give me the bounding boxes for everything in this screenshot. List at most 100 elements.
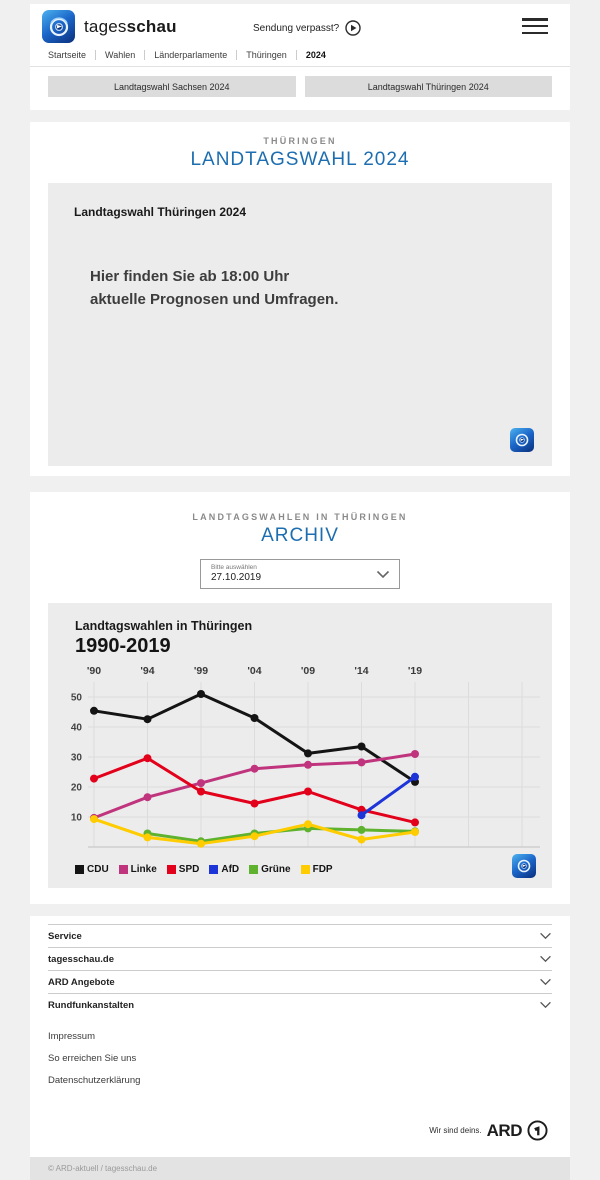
chart-subtitle: 1990-2019 — [75, 635, 171, 657]
svg-text:50: 50 — [71, 693, 83, 704]
ard-claim: Wir sind deins. — [429, 1126, 482, 1135]
legend-item-FDP: FDP — [300, 864, 333, 875]
election-card-kicker: THÜRINGEN — [263, 136, 337, 146]
data-point-Linke — [411, 750, 419, 758]
data-point-SPD — [197, 787, 205, 796]
svg-text:10: 10 — [71, 813, 83, 824]
brand-light: tages — [84, 17, 127, 36]
legend-item-AfD: AfD — [209, 864, 239, 875]
chevron-down-icon[interactable] — [539, 955, 552, 963]
play-circle-icon[interactable] — [345, 20, 361, 36]
footer-accordion-tagesschau-de[interactable]: tagesschau.de — [48, 947, 552, 970]
impressum-link[interactable]: Impressum — [48, 1031, 95, 1042]
brand-wordmark[interactable]: tagesschau — [84, 17, 177, 37]
archive-chart-box: Landtagswahlen in Thüringen 1990-2019 10… — [48, 603, 552, 888]
data-point-FDP — [411, 828, 419, 836]
series-line-AfD — [360, 775, 417, 817]
accordion-label: ARD Angebote — [48, 976, 115, 988]
select-value: 27.10.2019 — [211, 572, 262, 583]
legend-item-CDU: CDU — [75, 864, 109, 875]
svg-text:'90: '90 — [87, 665, 101, 677]
archive-card: LANDTAGSWAHLEN IN THÜRINGEN ARCHIV Bitte… — [30, 492, 570, 904]
legend-label: FDP — [312, 864, 333, 875]
archive-date-select[interactable]: Bitte auswählen 27.10.2019 — [200, 559, 400, 589]
legend-swatch — [249, 865, 259, 874]
data-point-SPD — [143, 754, 152, 763]
chart-title: Landtagswahlen in Thüringen — [75, 619, 253, 633]
footer-accordion-service[interactable]: Service — [48, 924, 552, 947]
tagesschau-corner-logo-icon — [512, 854, 536, 878]
legend-label: AfD — [221, 864, 240, 875]
breadcrumb-thueringen[interactable]: Thüringen — [236, 50, 296, 60]
svg-text:40: 40 — [71, 723, 83, 734]
copyright-bar: © ARD-aktuell / tagesschau.de — [30, 1157, 570, 1180]
legend-swatch — [209, 865, 219, 874]
site-header: tagesschau Sendung verpasst? Startseite … — [30, 4, 570, 110]
data-point-AfD — [357, 811, 366, 820]
chevron-down-icon[interactable] — [376, 570, 390, 579]
kontakt-link[interactable]: So erreichen Sie uns — [48, 1053, 137, 1064]
svg-text:'94: '94 — [140, 665, 154, 677]
data-point-CDU — [357, 742, 366, 751]
legend-label: Grüne — [261, 864, 291, 875]
footer-accordion-rundfunkanstalten[interactable]: Rundfunkanstalten — [48, 993, 552, 1016]
sachsen-2024-button[interactable]: Landtagswahl Sachsen 2024 — [48, 76, 296, 97]
data-point-Grüne — [357, 825, 366, 834]
data-point-FDP — [90, 815, 98, 824]
ard-brand-row: Wir sind deins. ARD — [48, 1120, 552, 1141]
ard-circle-one-icon — [527, 1120, 548, 1141]
breadcrumb-laenderparlamente[interactable]: Länderparlamente — [144, 50, 236, 60]
archive-chart-svg: 10 20 30 40 50 '90 '94 '99 '04 '09 '14 '19 — [71, 665, 540, 848]
datenschutz-link[interactable]: Datenschutzerklärung — [48, 1075, 141, 1086]
svg-text:30: 30 — [71, 753, 83, 764]
accordion-label: Rundfunkanstalten — [48, 999, 135, 1011]
tagesschau-logo-icon[interactable] — [42, 10, 75, 43]
data-point-FDP — [357, 835, 366, 844]
legend-item-SPD: SPD — [166, 864, 199, 875]
svg-text:'14: '14 — [354, 665, 368, 677]
missed-show-label: Sendung verpasst? — [253, 22, 340, 34]
copyright-text: © ARD-aktuell / tagesschau.de — [48, 1164, 158, 1173]
globe-icon — [49, 16, 68, 36]
globe-icon — [515, 433, 529, 447]
quick-links-row: Landtagswahl Sachsen 2024 Landtagswahl T… — [30, 67, 570, 110]
election-teaser-box: Landtagswahl Thüringen 2024 Hier finden … — [48, 183, 552, 466]
data-point-FDP — [143, 833, 152, 842]
legend-swatch — [75, 865, 84, 874]
svg-text:'09: '09 — [301, 665, 315, 677]
data-point-FDP — [250, 832, 259, 841]
chevron-down-icon[interactable] — [539, 978, 552, 986]
accordion-label: tagesschau.de — [48, 953, 114, 965]
breadcrumb-wahlen[interactable]: Wahlen — [95, 50, 144, 60]
footer-links: Impressum So erreichen Sie uns Datenschu… — [48, 1026, 552, 1092]
ard-wordmark: ARD — [486, 1120, 523, 1140]
chevron-down-icon[interactable] — [539, 1001, 552, 1009]
election-2024-card: THÜRINGEN LANDTAGSWAHL 2024 Landtagswahl… — [30, 122, 570, 476]
svg-text:'99: '99 — [194, 665, 208, 677]
missed-show-link[interactable]: Sendung verpasst? — [253, 20, 361, 36]
archive-card-kicker: LANDTAGSWAHLEN IN THÜRINGEN — [192, 512, 408, 522]
data-point-CDU — [304, 749, 312, 758]
legend-item-Linke: Linke — [118, 864, 157, 875]
thueringen-2024-button[interactable]: Landtagswahl Thüringen 2024 — [304, 76, 552, 97]
data-point-CDU — [250, 714, 259, 722]
data-point-SPD — [304, 787, 312, 796]
hamburger-menu-icon[interactable] — [522, 18, 548, 34]
teaser-message-line2: aktuelle Prognosen und Umfragen. — [90, 291, 339, 309]
svg-text:20: 20 — [71, 783, 83, 794]
legend-item-Grüne: Grüne — [249, 864, 291, 875]
legend-swatch — [118, 865, 128, 874]
data-point-SPD — [250, 799, 259, 808]
data-point-Linke — [304, 760, 312, 769]
data-point-Linke — [197, 779, 205, 788]
breadcrumb-2024[interactable]: 2024 — [295, 50, 335, 60]
data-point-Linke — [250, 764, 259, 773]
footer-accordion-ard-angebote[interactable]: ARD Angebote — [48, 970, 552, 993]
breadcrumb: Startseite Wahlen Länderparlamente Thüri… — [30, 50, 570, 66]
accordion-label: Service — [48, 930, 82, 942]
breadcrumb-startseite[interactable]: Startseite — [48, 50, 87, 60]
legend-swatch — [300, 865, 310, 874]
chevron-down-icon[interactable] — [539, 932, 552, 940]
data-point-CDU — [197, 690, 205, 698]
legend-swatch — [166, 865, 176, 874]
